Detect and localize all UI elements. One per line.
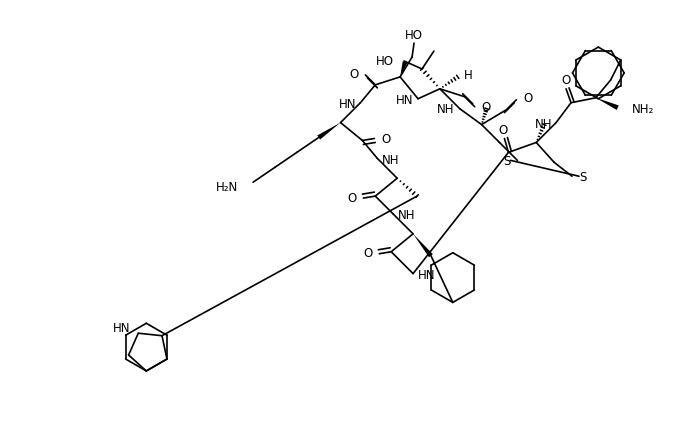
Text: NH: NH — [438, 103, 455, 116]
Text: HN: HN — [418, 269, 436, 282]
Text: NH: NH — [534, 118, 552, 131]
Text: NH₂: NH₂ — [631, 103, 654, 116]
Text: HO: HO — [405, 29, 423, 42]
Polygon shape — [317, 123, 341, 139]
Text: HO: HO — [376, 56, 394, 69]
Text: O: O — [482, 101, 491, 114]
Text: HN: HN — [113, 322, 131, 335]
Polygon shape — [596, 98, 619, 110]
Text: NH: NH — [398, 209, 416, 223]
Text: HN: HN — [339, 98, 357, 111]
Text: NH: NH — [382, 154, 400, 167]
Text: O: O — [349, 68, 359, 81]
Text: O: O — [363, 247, 372, 260]
Text: O: O — [499, 124, 508, 137]
Text: O: O — [347, 192, 357, 205]
Text: O: O — [523, 92, 532, 105]
Polygon shape — [413, 234, 433, 257]
Text: HN: HN — [396, 94, 413, 107]
Text: O: O — [381, 133, 390, 146]
Text: O: O — [561, 74, 571, 87]
Text: S: S — [579, 171, 586, 184]
Text: S: S — [503, 155, 510, 168]
Text: H: H — [464, 70, 473, 82]
Text: H₂N: H₂N — [216, 181, 238, 194]
Polygon shape — [400, 61, 407, 77]
